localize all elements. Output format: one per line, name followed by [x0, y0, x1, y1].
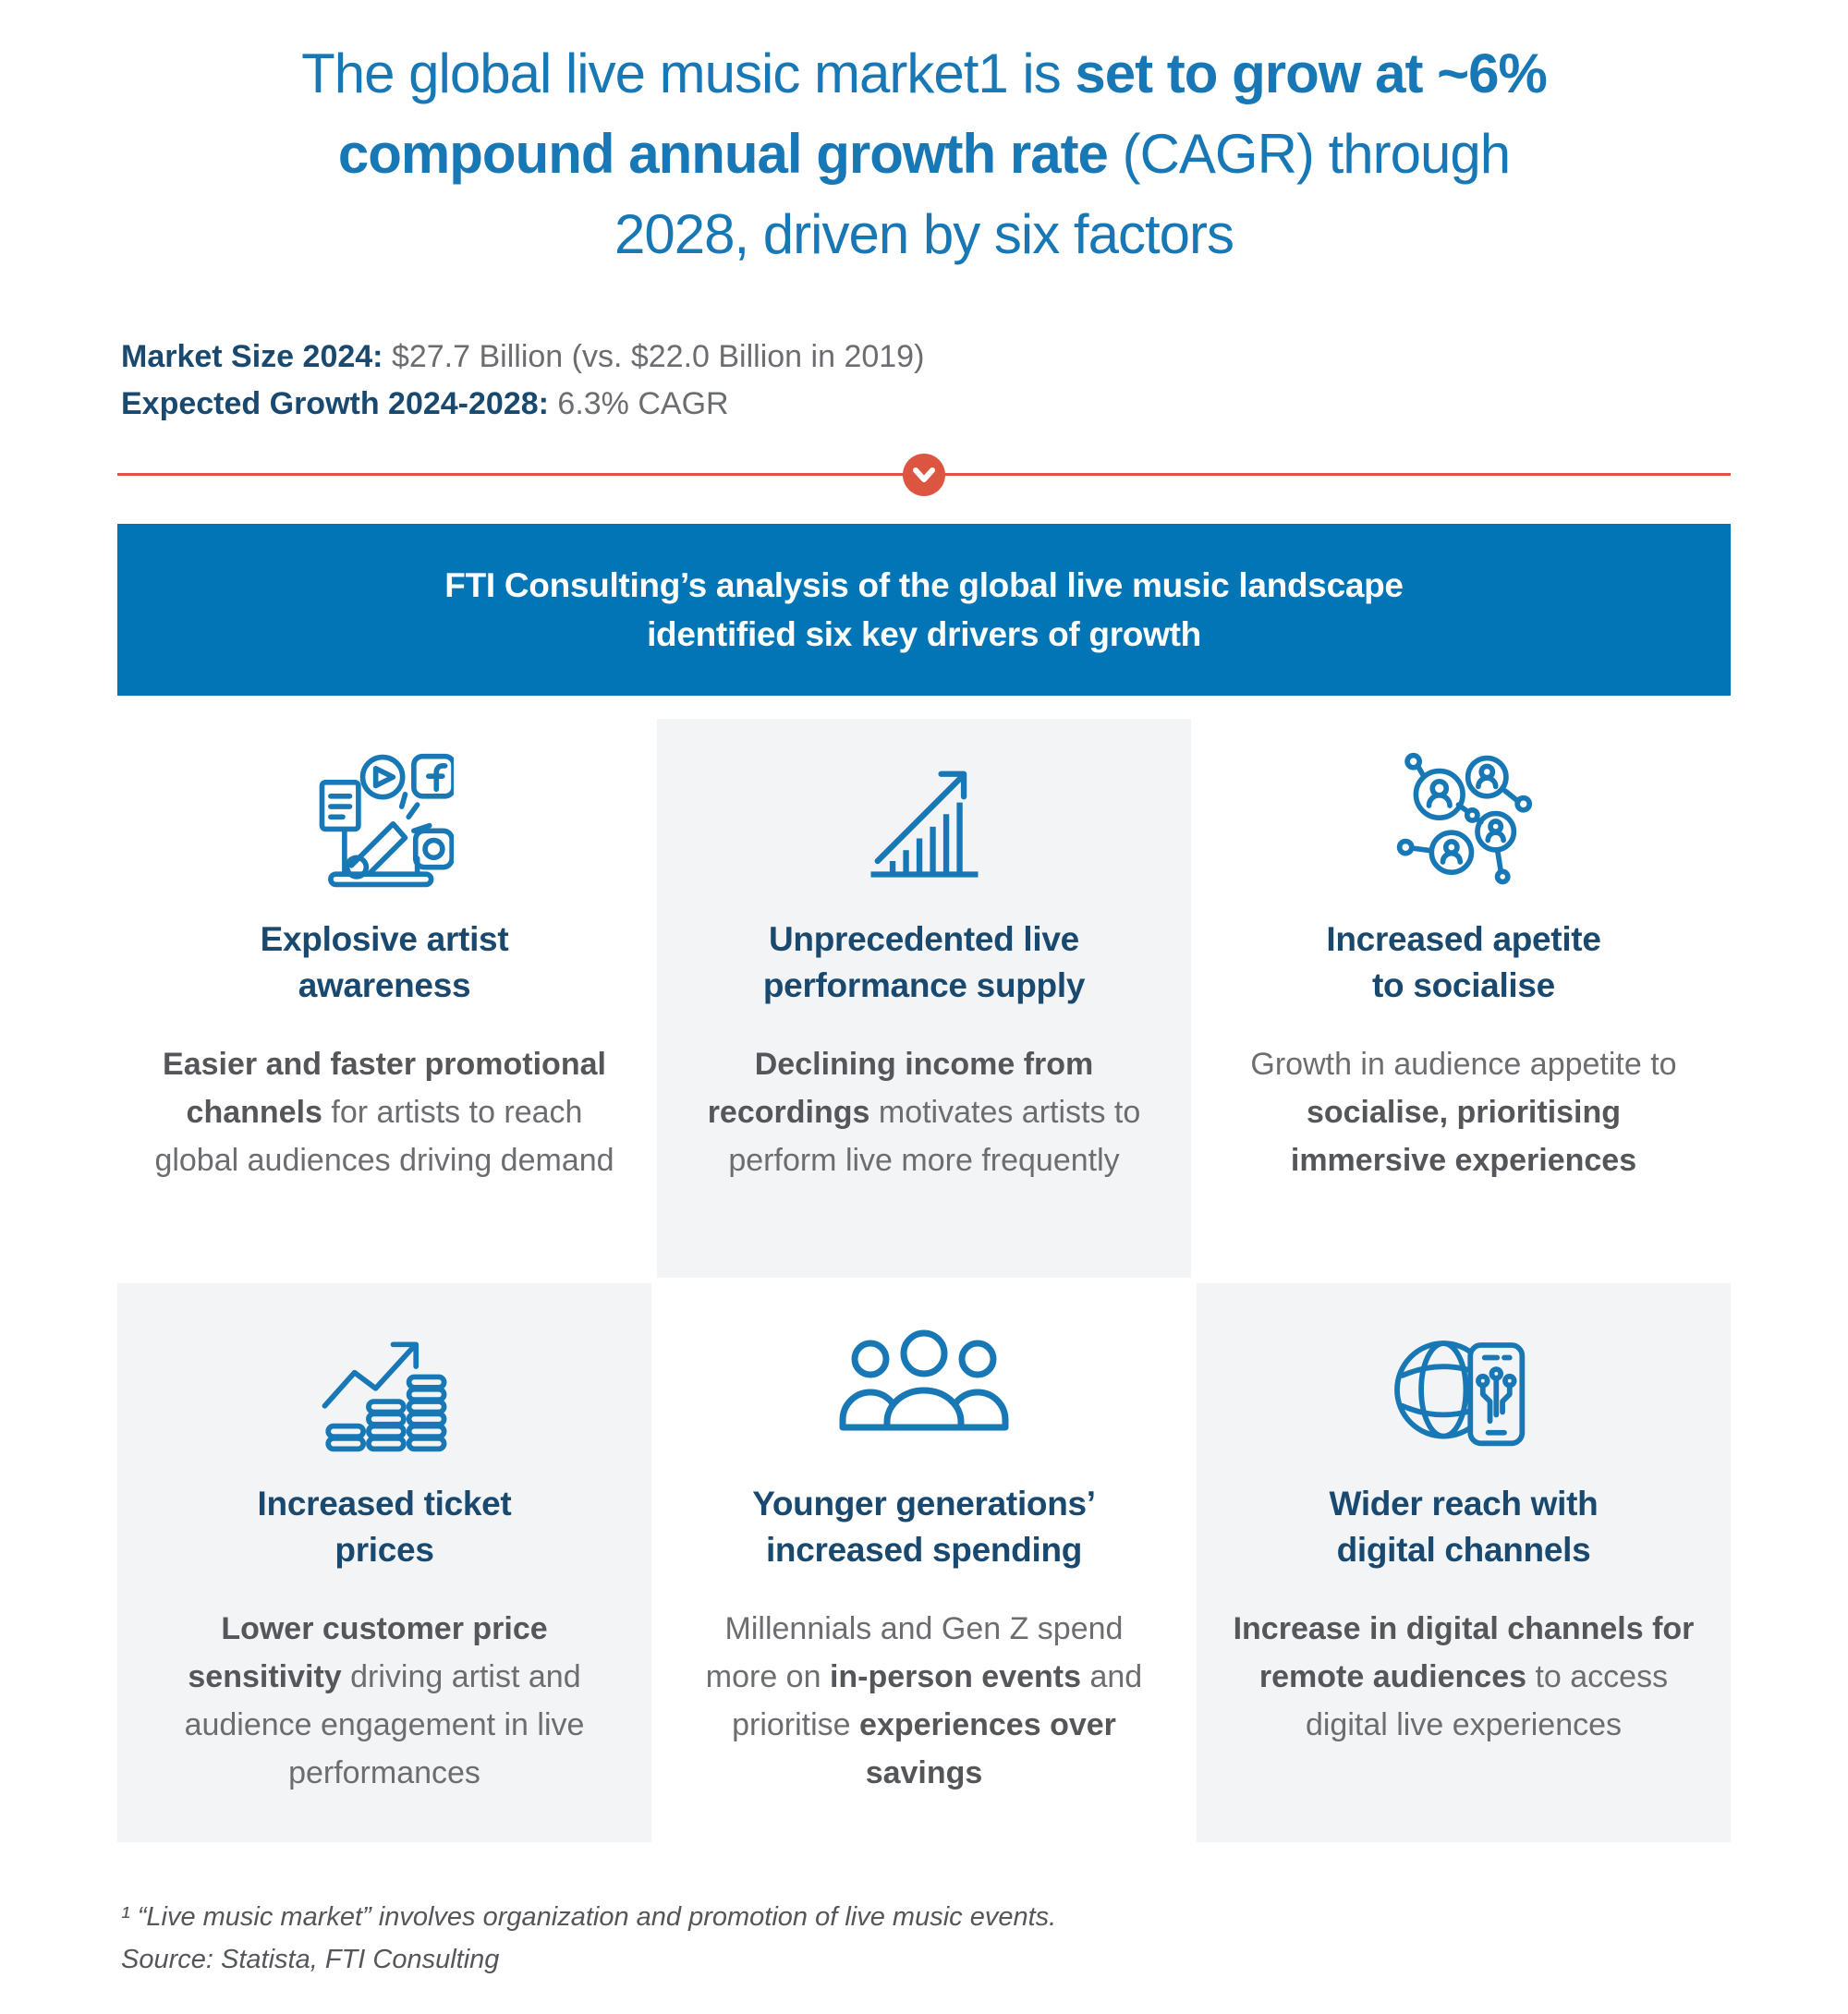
drivers-grid: Explosive artist awareness Easier and fa…	[117, 719, 1731, 1842]
card-title: Increased apetite to socialise	[1326, 920, 1601, 1004]
footnote: ¹ “Live music market” involves organizat…	[121, 1896, 1848, 1981]
footnote-source: Source: Statista, FTI Consulting	[121, 1945, 500, 1974]
people-group-icon	[818, 1311, 1030, 1459]
market-summary: Market Size 2024: $27.7 Billion (vs. $22…	[121, 334, 1848, 428]
page-title-line-2: compound annual growth rate (CAGR) throu…	[337, 123, 1511, 185]
growth-chart-icon	[857, 746, 991, 894]
expected-growth-value: 6.3% CAGR	[548, 386, 729, 421]
card-body: Easier and faster promotional channels f…	[154, 1047, 614, 1178]
card-title: Increased ticket prices	[257, 1485, 512, 1569]
card-title: Unprecedented live performance supply	[762, 920, 1086, 1004]
footnote-definition: ¹ “Live music market” involves organizat…	[121, 1902, 1057, 1932]
card-title: Wider reach with digital channels	[1329, 1485, 1599, 1569]
market-size-line: Market Size 2024: $27.7 Billion (vs. $22…	[121, 334, 1848, 381]
card-title: Younger generations’ increased spending	[752, 1485, 1096, 1569]
social-network-icon	[1394, 746, 1533, 894]
market-size-label: Market Size 2024:	[121, 339, 383, 374]
page-title-line-3: 2028, driven by six factors	[614, 203, 1234, 265]
globe-mobile-icon	[1388, 1311, 1540, 1459]
card-body: Growth in audience appetite to socialise…	[1250, 1047, 1677, 1178]
chevron-down-icon	[903, 454, 945, 496]
expected-growth-line: Expected Growth 2024-2028: 6.3% CAGR	[121, 381, 1848, 428]
card-body: Declining income from recordings motivat…	[707, 1047, 1141, 1178]
card-body: Increase in digital channels for remote …	[1233, 1611, 1695, 1742]
megaphone-social-media-icon	[315, 746, 454, 894]
card-body: Lower customer price sensitivity driving…	[184, 1611, 585, 1790]
page-title-line-1: The global live music market1 is set to …	[301, 42, 1548, 104]
section-divider	[117, 454, 1731, 496]
market-size-value: $27.7 Billion (vs. $22.0 Billion in 2019…	[383, 339, 925, 374]
driver-card-younger-generations-increased-spending: Younger generations’ increased spending …	[657, 1283, 1191, 1842]
page-title: The global live music market1 is set to …	[0, 0, 1848, 274]
key-drivers-banner: FTI Consulting’s analysis of the global …	[117, 524, 1731, 696]
expected-growth-label: Expected Growth 2024-2028:	[121, 386, 549, 421]
driver-card-wider-reach-with-digital-channels: Wider reach with digital channels Increa…	[1197, 1283, 1731, 1842]
driver-card-unprecedented-live-performance-supply: Unprecedented live performance supply De…	[657, 719, 1191, 1278]
driver-card-increased-apetite-to-socialise: Increased apetite to socialise Growth in…	[1197, 719, 1731, 1278]
driver-card-explosive-artist-awareness: Explosive artist awareness Easier and fa…	[117, 719, 651, 1278]
coins-growth-arrow-icon	[314, 1311, 455, 1459]
driver-card-increased-ticket-prices: Increased ticket prices Lower customer p…	[117, 1283, 651, 1842]
card-body: Millennials and Gen Z spend more on in-p…	[705, 1611, 1143, 1790]
card-title: Explosive artist awareness	[260, 920, 509, 1004]
